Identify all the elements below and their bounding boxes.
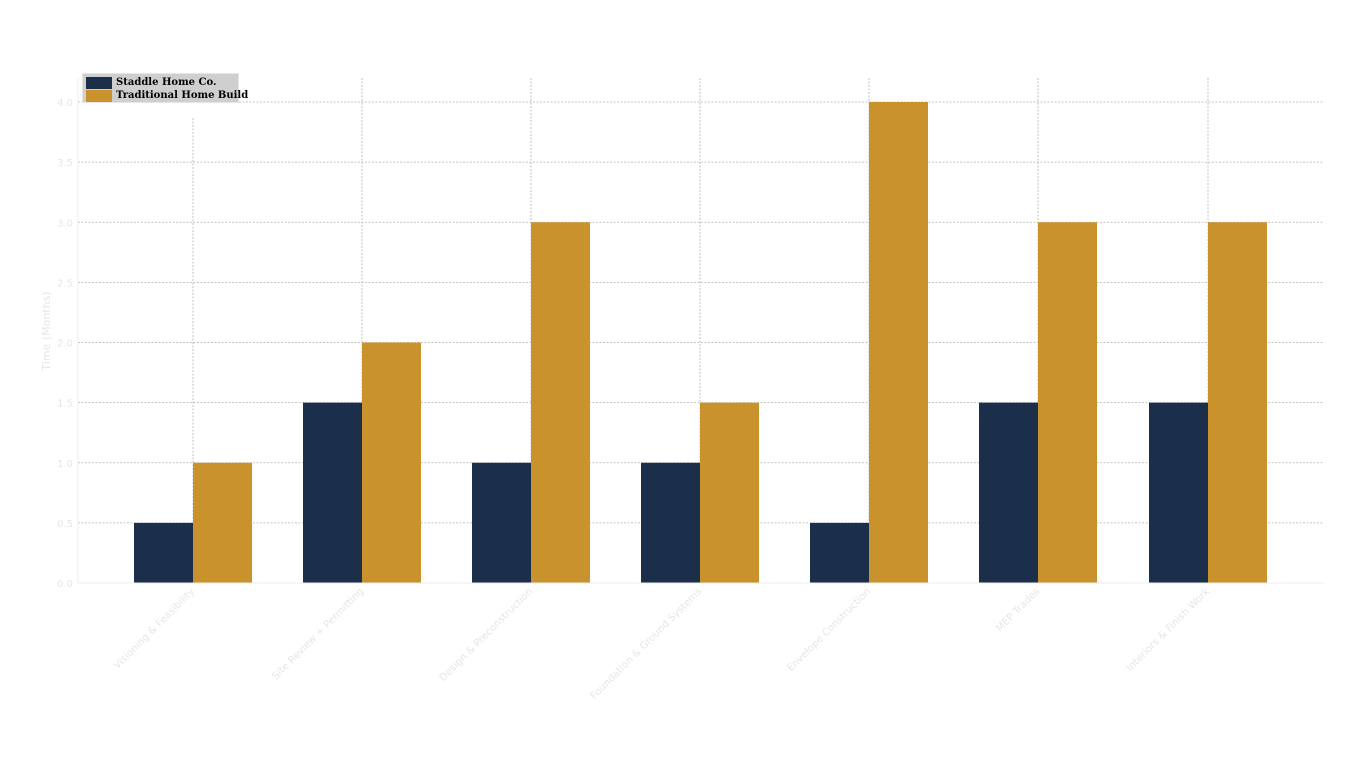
x-tick-label: Design & Preconstruction: [438, 586, 535, 683]
bar-traditional: [1208, 222, 1267, 583]
legend-item-staddle: Staddle Home Co.: [86, 76, 216, 89]
axes: 0.0 0.5 1.0 1.5 2.0 2.5 3.0 3.5 4.0 Visioning & F…: [57, 78, 1324, 702]
y-tick-label: 0.5: [57, 519, 73, 530]
x-tick-label: Interiors & Finish Work: [1125, 586, 1213, 674]
bar-traditional: [362, 342, 421, 583]
legend-label-traditional: Traditional Home Build: [116, 90, 249, 101]
y-tick-label: 3.0: [57, 218, 73, 229]
x-tick-label: MEP Trades: [994, 586, 1042, 634]
y-tick-label: 1.0: [57, 459, 73, 470]
bar-staddle: [134, 522, 193, 583]
legend-item-traditional: Traditional Home Build: [86, 89, 248, 102]
x-tick-label: Site Review + Permitting: [270, 586, 366, 682]
y-tick-label: 1.5: [57, 399, 73, 410]
y-tick-label: 4.0: [57, 98, 73, 109]
bar-staddle: [1149, 402, 1208, 583]
x-tick-label: Visioning & Feasibility: [112, 586, 197, 671]
bar-traditional: [531, 222, 590, 583]
y-axis-label: Time (Months): [40, 291, 53, 371]
bar-traditional: [1038, 222, 1097, 583]
y-tick-label: 2.0: [57, 339, 73, 350]
y-tick-label: 0.0: [57, 579, 73, 590]
bar-staddle: [303, 402, 362, 583]
legend-swatch-traditional: [86, 89, 112, 102]
legend-swatch-staddle: [86, 76, 112, 89]
legend-label-staddle: Staddle Home Co.: [116, 77, 217, 88]
y-tick-label: 3.5: [57, 158, 73, 169]
bar-traditional: [700, 402, 759, 583]
bar-traditional: [869, 102, 928, 583]
bar-staddle: [472, 462, 531, 583]
bar-staddle: [810, 522, 869, 583]
x-tick-label: Envelope Construction: [785, 586, 873, 674]
legend: Staddle Home Co. Traditional Home Build: [82, 73, 248, 103]
bar-staddle: [641, 462, 700, 583]
bar-staddle: [979, 402, 1038, 583]
x-tick-label: Foundation & Ground Systems: [589, 586, 705, 702]
bar-traditional: [193, 462, 252, 583]
bars: [134, 102, 1267, 583]
y-tick-label: 2.5: [57, 278, 73, 289]
